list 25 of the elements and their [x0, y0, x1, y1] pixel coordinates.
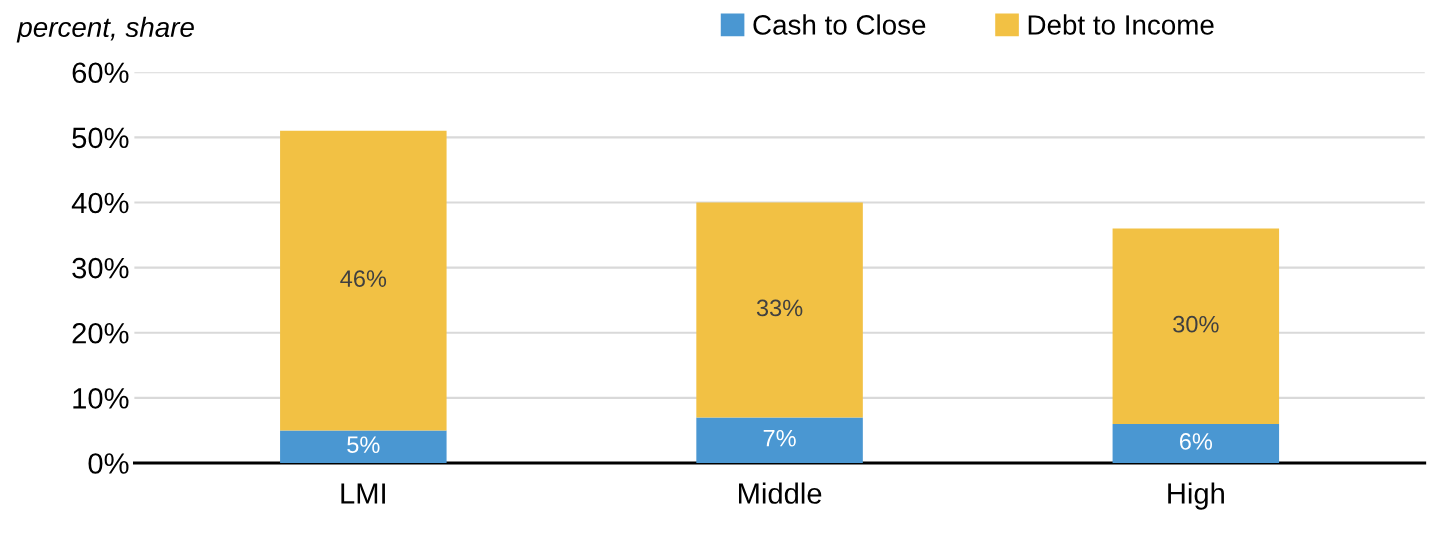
legend-label: Cash to Close [753, 14, 926, 35]
legend-label: Debt to Income [1028, 14, 1214, 35]
bar [1112, 423, 1280, 463]
bar [1112, 228, 1280, 424]
bar [696, 202, 863, 418]
y-tick-label: 50% [72, 127, 129, 149]
bar [280, 430, 447, 463]
x-tick-label: High [1168, 482, 1224, 510]
x-tick-label: Middle [739, 482, 822, 504]
y-tick-label: 30% [72, 257, 129, 279]
bar [696, 417, 863, 463]
y-axis-title: percent, share [16, 16, 194, 43]
y-tick-label: 20% [72, 322, 129, 344]
bar [280, 130, 447, 431]
x-tick-label: LMI [341, 483, 385, 504]
data-label: 6% [1179, 433, 1213, 450]
y-tick-label: 0% [88, 453, 129, 474]
data-label: 33% [756, 299, 803, 317]
y-tick-label: 10% [73, 388, 129, 409]
data-label: 5% [347, 436, 380, 454]
y-tick-label: 60% [72, 62, 129, 84]
y-tick-label: 40% [71, 192, 129, 214]
data-label: 46% [340, 270, 387, 287]
data-label: 7% [763, 429, 796, 447]
data-label: 30% [1173, 315, 1219, 333]
